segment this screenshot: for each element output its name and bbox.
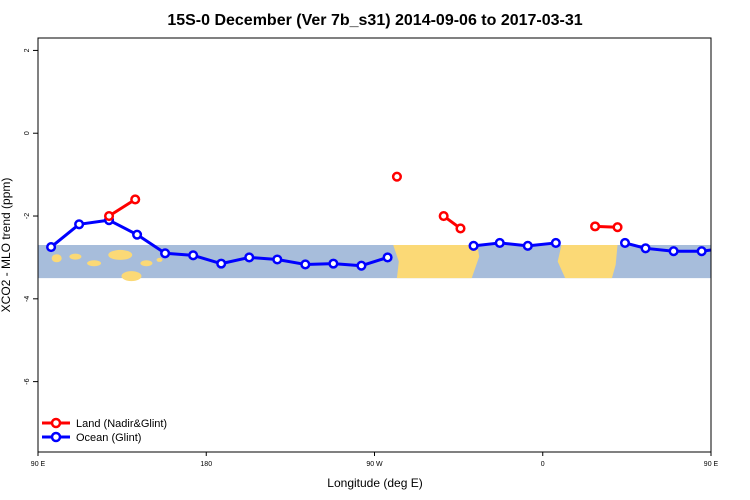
series-land [103,171,623,234]
data-point [216,258,227,269]
data-point [74,219,85,230]
land-africa [557,245,618,279]
data-point [640,243,651,254]
data-point [188,250,199,261]
data-point [132,229,143,240]
land-maritime-continent [725,250,750,281]
land-shapes [51,245,750,282]
data-point [550,237,561,248]
data-point [328,258,339,269]
y-axis-label: XCO2 - MLO trend (ppm) [0,178,13,313]
land-south-america [393,245,480,279]
legend-land-label: Land (Nadir&Glint) [76,418,167,430]
y-tick-label: 0 [24,131,31,135]
data-point [522,240,533,251]
chart-title: 15S-0 December (Ver 7b_s31) 2014-09-06 t… [167,12,582,29]
land-maritime-continent [51,249,163,282]
map-band [38,245,750,282]
x-tick-label: 90 E [704,461,719,468]
data-point [160,248,171,259]
data-point [590,221,601,232]
data-point [438,210,449,222]
y-tick-label: -6 [24,378,31,384]
legend: Land (Nadir&Glint) Ocean (Glint) [42,417,167,444]
x-axis-label: Longitude (deg E) [327,476,422,490]
data-point [272,254,283,265]
legend-ocean-label: Ocean (Glint) [76,432,141,444]
x-tick-label: 90 W [366,461,383,468]
y-tick-label: -4 [24,296,31,302]
data-point [244,252,255,263]
plot-frame [37,37,712,453]
data-point [103,210,115,222]
series-line [624,241,711,253]
legend-ocean-marker [50,431,62,443]
data-point [696,246,707,257]
y-tick-label: -2 [24,213,31,219]
data-point [300,259,311,270]
data-point [455,223,466,234]
y-axis: 2 0 -2 -4 -6 [24,48,38,385]
data-point [468,240,479,251]
y-tick-label: 2 [24,48,31,52]
data-point [391,171,402,182]
data-point [668,246,679,257]
data-point [720,245,728,253]
data-point [46,242,57,253]
legend-item-land: Land (Nadir&Glint) [42,417,167,430]
legend-land-marker [50,417,62,429]
series-layer [46,171,728,271]
series-line [108,198,137,218]
data-point [356,260,367,271]
x-tick-label: 0 [541,461,545,468]
data-point [382,252,393,263]
x-tick-label: 180 [200,461,212,468]
legend-item-ocean: Ocean (Glint) [42,431,141,444]
data-point [619,237,631,248]
x-axis: 90 E 180 90 W 0 90 E [31,452,719,468]
data-point [130,194,141,205]
series-line [473,241,556,248]
x-tick-label: 90 E [31,461,46,468]
data-point [612,222,623,233]
data-point [494,237,505,248]
